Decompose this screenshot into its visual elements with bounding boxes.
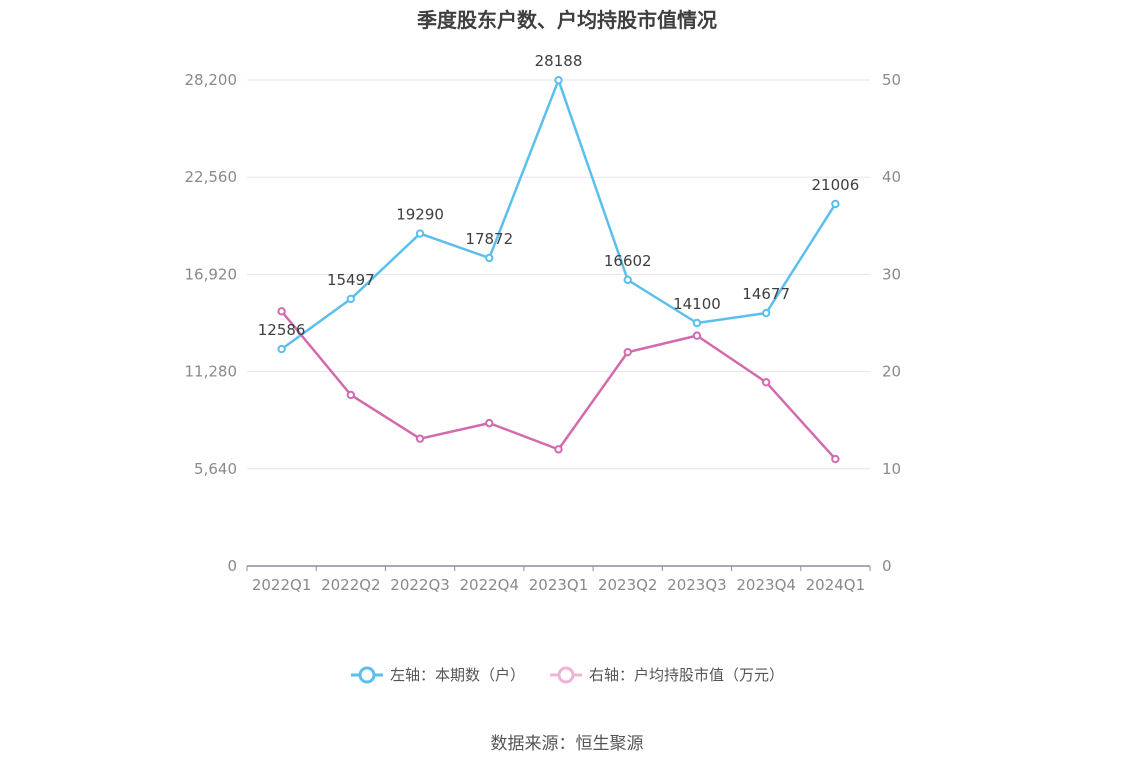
- data-label: 14677: [742, 285, 790, 303]
- series-line-left: [280, 78, 837, 351]
- y-left-tick-label: 5,640: [194, 460, 237, 478]
- series-point-left: [277, 344, 286, 354]
- series-point-left: [692, 318, 702, 328]
- data-label: 19290: [396, 206, 444, 224]
- data-label: 21006: [812, 176, 860, 194]
- series-point-right: [277, 307, 286, 316]
- x-tick-label: 2023Q3: [667, 576, 727, 594]
- series-point-right: [485, 418, 494, 428]
- data-label: 16602: [604, 252, 652, 270]
- y-left-tick-label: 22,560: [185, 168, 238, 186]
- y-right-tick-label: 10: [882, 460, 901, 478]
- legend: 左轴：本期数（户） 右轴：户均持股市值（万元）: [0, 664, 1134, 685]
- y-right-tick-label: 20: [882, 363, 901, 381]
- x-tick-label: 2022Q1: [252, 576, 312, 594]
- series-point-left: [485, 253, 494, 263]
- y-right-tick-label: 50: [882, 71, 901, 89]
- x-tick-label: 2022Q4: [460, 576, 520, 594]
- series-point-left: [831, 199, 840, 209]
- series-point-right: [761, 378, 771, 387]
- data-label: 28188: [535, 52, 583, 70]
- series-point-left: [761, 308, 771, 318]
- data-label: 12586: [258, 321, 306, 339]
- y-right-tick-label: 30: [882, 265, 901, 283]
- y-right-tick-label: 0: [882, 557, 892, 575]
- series-point-left: [623, 275, 632, 285]
- y-left-tick-label: 0: [227, 557, 237, 575]
- x-tick-label: 2023Q2: [598, 576, 658, 594]
- x-tick-label: 2022Q3: [390, 576, 450, 594]
- x-tick-label: 2023Q4: [736, 576, 796, 594]
- series-point-right: [692, 331, 702, 340]
- legend-item-right[interactable]: 右轴：户均持股市值（万元）: [549, 664, 784, 685]
- series-point-right: [831, 454, 840, 464]
- x-tick-label: 2023Q1: [529, 576, 589, 594]
- source-note: 数据来源：恒生聚源: [490, 734, 644, 754]
- series-point-right: [346, 390, 356, 400]
- series-line-right: [280, 310, 837, 460]
- series-point-left: [346, 294, 356, 304]
- y-left-tick-label: 11,280: [185, 363, 238, 381]
- chart-title: 季度股东户数、户均持股市值情况: [417, 8, 717, 32]
- x-tick-label: 2022Q2: [321, 576, 381, 594]
- data-label: 14100: [673, 295, 721, 313]
- series-point-left: [415, 229, 425, 238]
- y-left-tick-label: 28,200: [185, 71, 238, 89]
- series-point-left: [554, 76, 563, 85]
- legend-item-left[interactable]: 左轴：本期数（户）: [350, 664, 525, 685]
- series-point-right: [415, 434, 425, 443]
- data-label: 15497: [327, 271, 375, 289]
- x-tick-label: 2024Q1: [806, 576, 866, 594]
- legend-left-label: 左轴：本期数（户）: [389, 666, 525, 684]
- legend-left-symbol-icon: [350, 666, 383, 683]
- series-point-right: [554, 445, 563, 454]
- series-point-right: [623, 347, 632, 357]
- data-label: 17872: [465, 230, 513, 248]
- y-left-tick-label: 16,920: [185, 265, 238, 283]
- legend-right-symbol-icon: [550, 666, 582, 683]
- legend-right-label: 右轴：户均持股市值（万元）: [589, 666, 785, 684]
- y-right-tick-label: 40: [882, 168, 901, 186]
